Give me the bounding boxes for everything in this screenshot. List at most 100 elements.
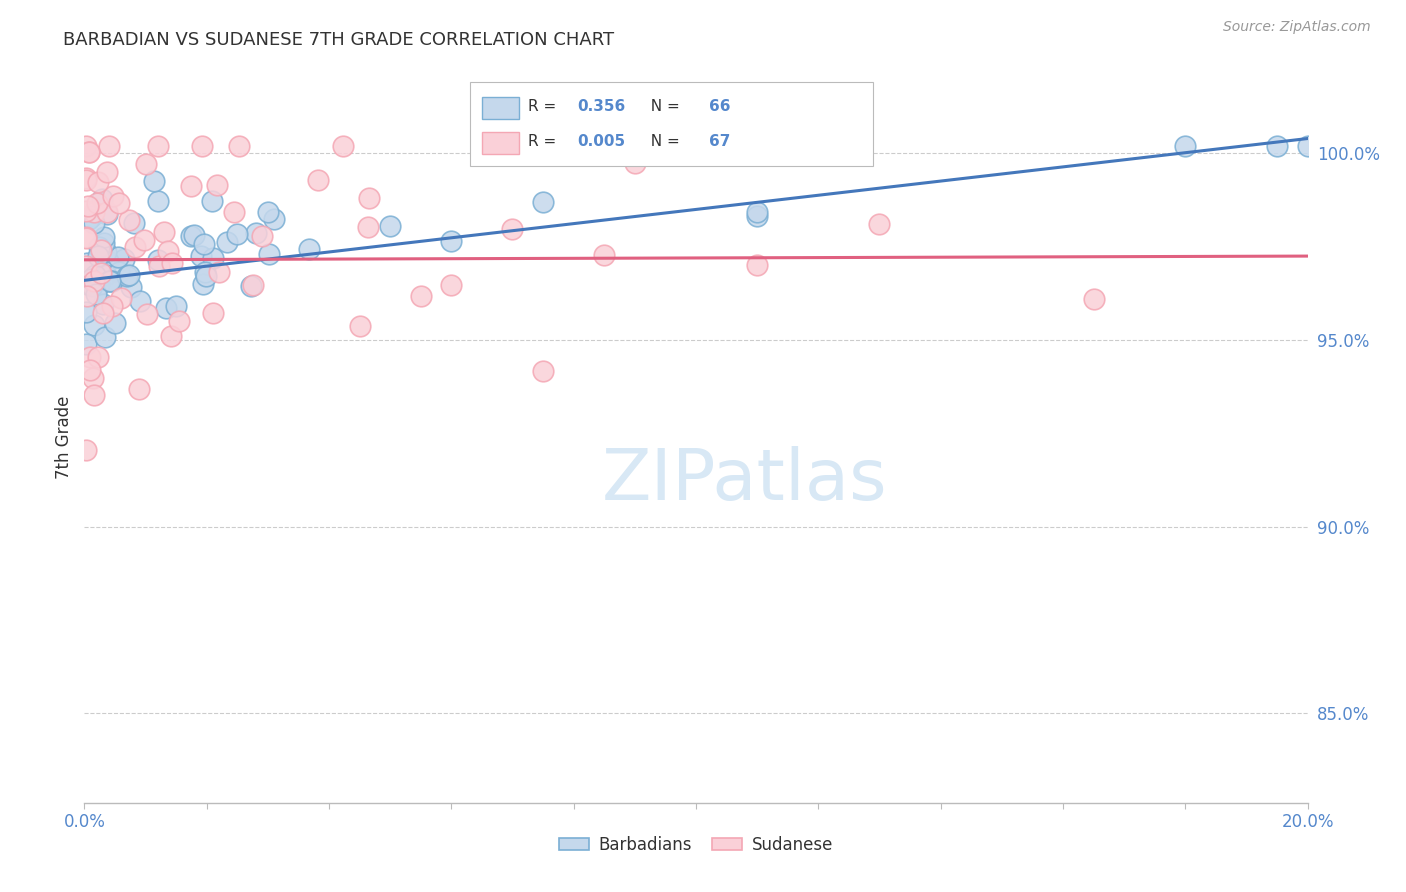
FancyBboxPatch shape — [470, 82, 873, 167]
Point — [134, 233, 156, 247]
Point — [298, 242, 321, 256]
Point — [83, 268, 105, 283]
Point — [75, 305, 97, 319]
Point — [87, 350, 110, 364]
Point — [93, 230, 115, 244]
Point — [148, 260, 170, 274]
Point — [90, 243, 112, 257]
Point — [1296, 139, 1319, 153]
Point — [257, 205, 280, 219]
Point — [82, 371, 104, 385]
Point — [90, 266, 112, 280]
Point — [79, 362, 101, 376]
Point — [96, 205, 118, 219]
Point — [96, 165, 118, 179]
Point — [747, 258, 769, 272]
Point — [94, 268, 117, 283]
Point — [195, 269, 218, 284]
Point — [75, 229, 97, 244]
Point — [80, 272, 103, 286]
Point — [83, 388, 105, 402]
Point — [108, 265, 131, 279]
Point — [120, 280, 142, 294]
Point — [75, 139, 97, 153]
Point — [1174, 139, 1197, 153]
Legend: Barbadians, Sudanese: Barbadians, Sudanese — [553, 829, 839, 860]
Point — [440, 277, 463, 292]
Point — [202, 252, 225, 266]
Point — [77, 198, 100, 212]
Bar — [482, 97, 519, 119]
Point — [91, 306, 114, 320]
Point — [194, 265, 217, 279]
Bar — [482, 132, 519, 154]
Point — [242, 277, 264, 292]
Point — [502, 222, 524, 236]
Point — [208, 265, 231, 279]
Point — [76, 277, 98, 292]
Point — [593, 248, 616, 262]
Point — [94, 244, 117, 259]
Point — [179, 228, 201, 243]
Point — [440, 234, 463, 248]
Point — [193, 277, 215, 292]
Point — [201, 194, 224, 208]
Point — [86, 195, 108, 210]
Point — [156, 244, 179, 258]
Point — [531, 364, 554, 378]
Point — [224, 205, 246, 219]
Point — [155, 301, 177, 315]
Point — [215, 235, 238, 250]
Point — [75, 259, 97, 273]
Text: N =: N = — [641, 99, 685, 114]
Point — [160, 256, 183, 270]
Point — [91, 193, 114, 207]
Point — [82, 209, 104, 223]
Point — [87, 249, 110, 263]
Point — [91, 297, 114, 311]
Point — [118, 212, 141, 227]
Point — [122, 216, 145, 230]
Point — [201, 306, 224, 320]
Point — [101, 188, 124, 202]
Point — [531, 194, 554, 209]
Point — [128, 383, 150, 397]
Point — [148, 139, 170, 153]
Text: R =: R = — [529, 99, 561, 114]
Point — [180, 178, 202, 193]
Point — [307, 173, 329, 187]
Point — [98, 274, 121, 288]
Point — [112, 252, 135, 267]
Point — [409, 289, 432, 303]
Point — [75, 231, 97, 245]
Point — [75, 173, 97, 187]
Point — [94, 330, 117, 344]
Point — [159, 329, 181, 343]
Point — [205, 178, 228, 193]
Point — [167, 314, 190, 328]
Point — [97, 253, 120, 268]
Point — [100, 299, 122, 313]
Point — [87, 175, 110, 189]
Text: R =: R = — [529, 134, 561, 149]
Point — [124, 240, 146, 254]
Point — [83, 205, 105, 219]
Point — [357, 219, 380, 234]
Point — [93, 236, 115, 251]
Point — [239, 278, 262, 293]
Text: 0.005: 0.005 — [578, 134, 626, 149]
Point — [87, 277, 110, 292]
Point — [77, 211, 100, 226]
Point — [869, 217, 891, 231]
Point — [115, 268, 138, 283]
Point — [349, 319, 371, 334]
Text: 0.356: 0.356 — [578, 99, 626, 114]
Point — [87, 240, 110, 254]
Point — [79, 145, 101, 160]
Point — [153, 225, 176, 239]
Point — [101, 274, 124, 288]
Y-axis label: 7th Grade: 7th Grade — [55, 395, 73, 479]
Point — [76, 289, 98, 303]
Point — [75, 203, 97, 218]
Point — [77, 145, 100, 160]
